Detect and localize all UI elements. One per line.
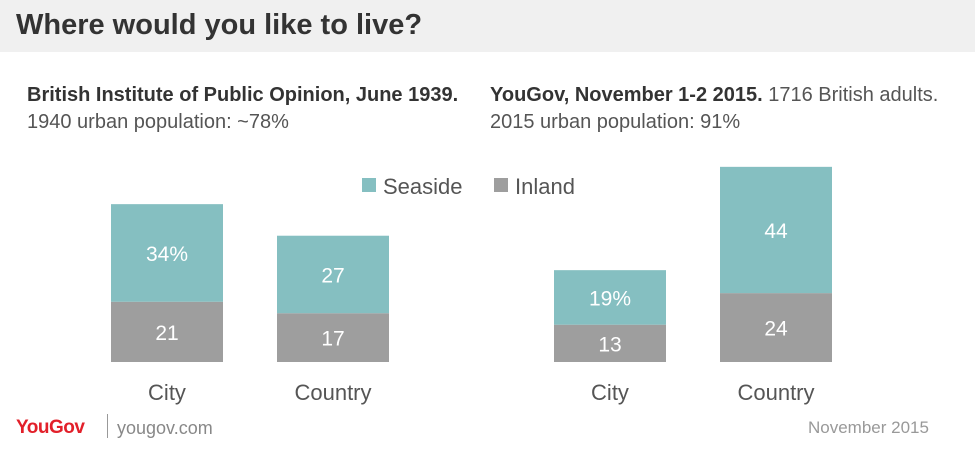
- label-inland-city-2: 13: [598, 333, 621, 356]
- bar-inland-country-1: [277, 313, 389, 362]
- legend-swatch-inland: [494, 178, 508, 192]
- category-label-country-1: Country: [294, 380, 371, 405]
- legend: Seaside Inland: [362, 174, 575, 199]
- title-bar: Where would you like to live?: [0, 0, 975, 52]
- label-inland-city-1: 21: [155, 322, 178, 345]
- chart-1-note: 1940 urban population: ~78%: [27, 111, 289, 133]
- chart-2-note: 1716 British adults. 2015 urban populati…: [490, 84, 939, 133]
- legend-swatch-seaside: [362, 178, 376, 192]
- category-label-country-2: Country: [737, 380, 814, 405]
- bar-seaside-city-2: [554, 270, 666, 325]
- yougov-logo: YouGov: [16, 417, 85, 438]
- bar-inland-city-2: [554, 324, 666, 362]
- chart-1-source: British Institute of Public Opinion, Jun…: [27, 84, 459, 106]
- bars: 21 34% City 17 27 Country 13 19% City 24 44 Country: [111, 166, 832, 405]
- label-seaside-city-1: 34%: [146, 243, 188, 266]
- label-seaside-city-2: 19%: [589, 287, 631, 310]
- category-label-city-2: City: [591, 380, 629, 405]
- footer-divider: [107, 414, 108, 438]
- bar-seaside-city-1: [111, 204, 223, 302]
- bar-seaside-country-1: [277, 235, 389, 314]
- bar-inland-city-1: [111, 301, 223, 362]
- legend-label-seaside: Seaside: [383, 174, 463, 199]
- bar-seaside-country-2: [720, 166, 832, 294]
- chart-1-subtitle: British Institute of Public Opinion, Jun…: [27, 82, 467, 136]
- legend-label-inland: Inland: [515, 174, 575, 199]
- footer-site: yougov.com: [117, 418, 213, 438]
- label-inland-country-2: 24: [764, 318, 788, 341]
- bar-inland-country-2: [720, 293, 832, 362]
- category-label-city-1: City: [148, 380, 186, 405]
- label-seaside-country-2: 44: [764, 220, 788, 243]
- page-title: Where would you like to live?: [16, 9, 423, 41]
- label-inland-country-1: 17: [321, 328, 344, 351]
- chart-2-source: YouGov, November 1-2 2015.: [490, 84, 763, 106]
- footer-date: November 2015: [808, 418, 929, 437]
- label-seaside-country-1: 27: [321, 264, 344, 287]
- chart-2-subtitle: YouGov, November 1-2 2015. 1716 British …: [490, 82, 940, 136]
